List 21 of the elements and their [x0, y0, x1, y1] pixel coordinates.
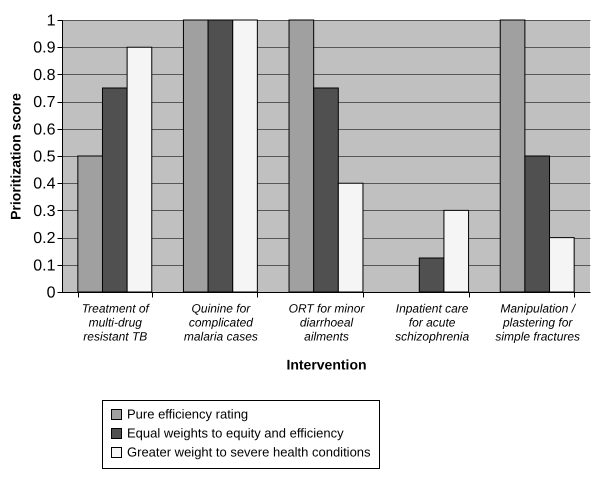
x-tick-label: Quinine for complicated malaria cases — [184, 302, 258, 344]
x-tick-label: ORT for minor diarrhoeal ailments — [288, 302, 366, 344]
y-axis-title: Prioritization score — [7, 92, 24, 220]
y-tick-label: 1 — [46, 12, 56, 30]
legend-label: Greater weight to severe health conditions — [127, 444, 372, 460]
y-tick-label: 0.8 — [33, 66, 56, 84]
y-tick-label: 0.6 — [33, 121, 56, 138]
y-tick-label: 0.5 — [33, 148, 56, 166]
y-tick-label: 0.1 — [33, 257, 56, 274]
legend-label: Pure efficiency rating — [127, 406, 248, 422]
y-tick-label: 0.9 — [33, 40, 56, 57]
y-tick-label: 0 — [46, 284, 56, 302]
y-tick-label: 0.2 — [33, 230, 56, 248]
legend-label: Equal weights to equity and efficiency — [127, 426, 344, 440]
y-tick-label: 0.7 — [33, 94, 56, 112]
y-tick-label: 0.3 — [33, 202, 56, 220]
y-tick-label: 0.4 — [33, 176, 56, 193]
x-axis-title: Intervention — [286, 356, 367, 372]
x-tick-label: Inpatient care for acute schizophrenia — [395, 302, 470, 344]
x-tick-label: Manipulation / plastering for simple fractures — [495, 302, 580, 344]
x-tick-label: Treatment of multi-drug resistant TB — [82, 302, 151, 344]
